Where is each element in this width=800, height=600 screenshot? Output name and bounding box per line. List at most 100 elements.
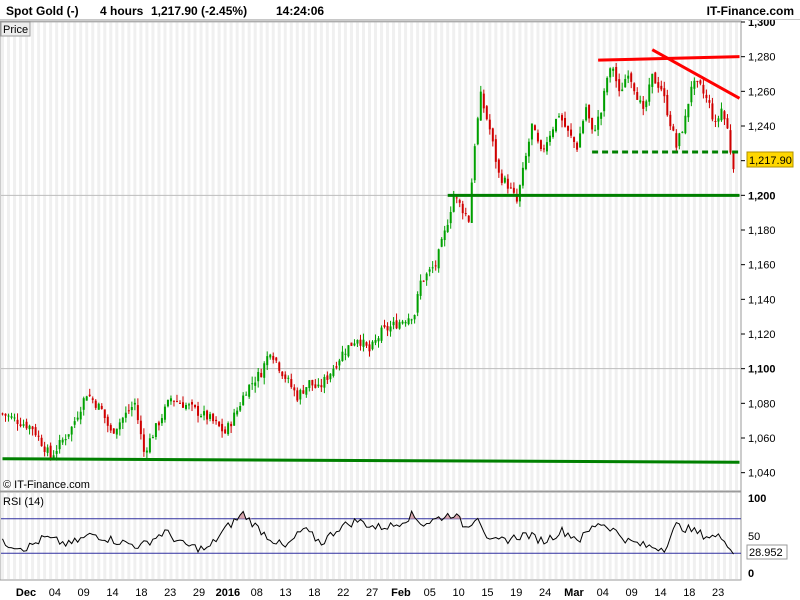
- candle-body: [639, 100, 642, 103]
- candle-body: [699, 80, 702, 84]
- grid-band: [422, 493, 426, 579]
- candle-body: [64, 438, 67, 441]
- grid-band: [259, 493, 263, 579]
- grid-band: [301, 493, 305, 579]
- y-tick-label: 1,260: [748, 86, 776, 98]
- candle-body: [561, 115, 564, 121]
- grid-band: [692, 22, 696, 490]
- grid-band: [698, 22, 702, 490]
- grid-band: [25, 493, 29, 579]
- candle-body: [618, 79, 621, 92]
- candle-body: [660, 85, 663, 90]
- grid-band: [259, 22, 263, 490]
- grid-band: [139, 22, 143, 490]
- candle-body: [371, 341, 374, 350]
- chart-header: Spot Gold (-) 4 hours 1,217.90 (-2.45%) …: [0, 0, 800, 20]
- candle-body: [58, 439, 61, 450]
- grid-band: [7, 22, 11, 490]
- grid-band: [644, 493, 648, 579]
- grid-band: [157, 493, 161, 579]
- grid-band: [716, 22, 720, 490]
- grid-band: [217, 22, 221, 490]
- grid-band: [524, 493, 528, 579]
- x-tick-label: 2016: [216, 587, 240, 599]
- grid-band: [608, 493, 612, 579]
- grid-band: [283, 493, 287, 579]
- grid-band: [590, 493, 594, 579]
- grid-band: [656, 22, 660, 490]
- candle-body: [488, 119, 491, 130]
- grid-band: [97, 493, 101, 579]
- candle-body: [669, 114, 672, 127]
- grid-band: [470, 493, 474, 579]
- candle-body: [242, 395, 245, 406]
- candle-body: [449, 212, 452, 224]
- grid-band: [440, 22, 444, 490]
- candle-body: [305, 387, 308, 395]
- grid-band: [79, 493, 83, 579]
- candle-body: [446, 224, 449, 232]
- grid-band: [548, 22, 552, 490]
- x-tick-label: Dec: [16, 587, 36, 599]
- candle-body: [85, 396, 88, 401]
- candle-body: [233, 412, 236, 426]
- candle-body: [633, 83, 636, 92]
- grid-band: [307, 493, 311, 579]
- time-label: 14:24:06: [276, 4, 325, 18]
- grid-band: [650, 493, 654, 579]
- candle-body: [175, 401, 178, 403]
- candle-body: [344, 353, 347, 355]
- grid-band: [494, 493, 498, 579]
- grid-band: [163, 22, 167, 490]
- grid-band: [319, 493, 323, 579]
- grid-band: [133, 493, 137, 579]
- candle-body: [437, 249, 440, 269]
- grid-band: [367, 22, 371, 490]
- grid-band: [175, 22, 179, 490]
- x-tick-label: 22: [337, 587, 349, 599]
- grid-band: [476, 22, 480, 490]
- grid-band: [229, 22, 233, 490]
- grid-band: [500, 493, 504, 579]
- candle-body: [329, 373, 332, 380]
- grid-band: [512, 22, 516, 490]
- rsi-y-axis: 0 50 100: [748, 493, 766, 580]
- candle-body: [530, 123, 533, 140]
- grid-band: [211, 493, 215, 579]
- grid-band: [253, 22, 257, 490]
- grid-band: [638, 22, 642, 490]
- candle-body: [269, 354, 272, 358]
- grid-band: [638, 493, 642, 579]
- x-tick-label: 19: [510, 587, 522, 599]
- grid-band: [181, 22, 185, 490]
- candle-body: [28, 425, 31, 430]
- grid-band: [464, 22, 468, 490]
- candle-body: [157, 422, 160, 426]
- grid-band: [337, 493, 341, 579]
- brand-name: IT-Finance.com: [706, 4, 794, 18]
- candle-body: [654, 72, 657, 84]
- grid-band: [277, 493, 281, 579]
- grid-band: [542, 493, 546, 579]
- grid-band: [49, 493, 53, 579]
- grid-band: [91, 493, 95, 579]
- grid-band: [614, 493, 618, 579]
- grid-band: [343, 493, 347, 579]
- candle-body: [73, 421, 76, 425]
- grid-band: [145, 493, 149, 579]
- candle-body: [254, 382, 257, 386]
- grid-band: [325, 22, 329, 490]
- grid-band: [488, 493, 492, 579]
- grid-band: [31, 22, 35, 490]
- candle-body: [172, 400, 175, 402]
- grid-band: [235, 22, 239, 490]
- grid-band: [626, 22, 630, 490]
- grid-band: [247, 22, 251, 490]
- grid-band: [7, 493, 11, 579]
- grid-band: [722, 493, 726, 579]
- candle-body: [362, 339, 365, 347]
- grid-band: [404, 22, 408, 490]
- grid-band: [127, 22, 131, 490]
- grid-band: [247, 493, 251, 579]
- candle-body: [545, 142, 548, 152]
